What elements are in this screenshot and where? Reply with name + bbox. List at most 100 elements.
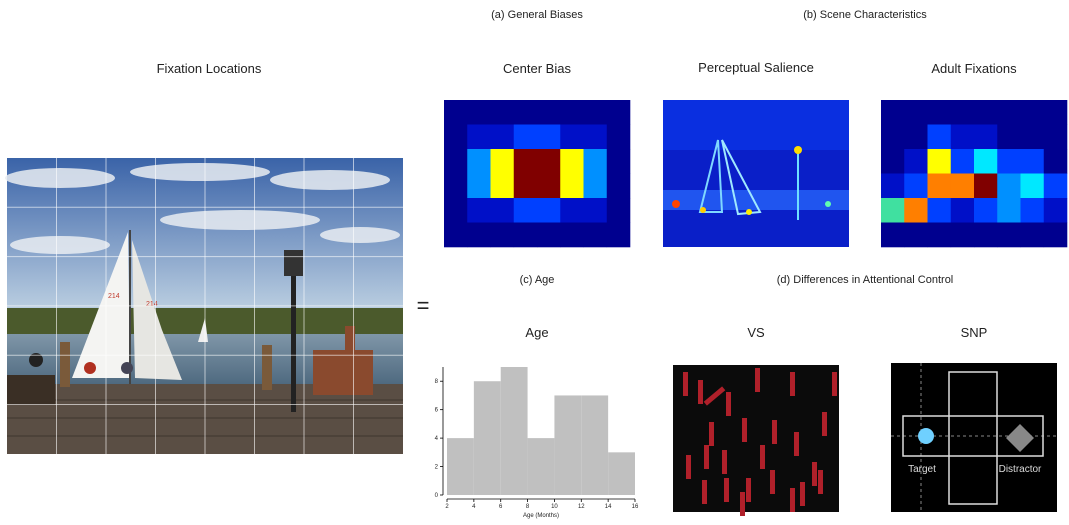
heatmap-cell — [904, 100, 928, 125]
heatmap-cell — [537, 149, 561, 174]
heatmap-cell — [444, 223, 468, 248]
heatmap-cell — [537, 198, 561, 223]
panel-title: Center Bias — [503, 61, 571, 76]
heatmap-cell — [904, 174, 928, 199]
heatmap-cell — [928, 198, 952, 223]
adult-fixation-map — [881, 100, 1067, 247]
search-item — [790, 488, 795, 512]
heatmap-cell — [467, 149, 491, 174]
heatmap-cell — [1044, 223, 1068, 248]
heatmap-cell — [560, 223, 584, 248]
heatmap-cell — [997, 174, 1021, 199]
search-item — [832, 372, 837, 396]
heatmap-cell — [607, 125, 631, 150]
search-item — [790, 372, 795, 396]
heatmap-cell — [560, 149, 584, 174]
panel-label: (d) Differences in Attentional Control — [777, 274, 954, 286]
heatmap-cell — [584, 100, 608, 125]
heatmap-cell — [1044, 125, 1068, 150]
x-tick-label: 10 — [551, 504, 558, 510]
x-tick-label: 2 — [445, 504, 449, 510]
heatmap-cell — [951, 223, 975, 248]
heatmap-cell — [997, 149, 1021, 174]
search-item — [822, 412, 827, 436]
heatmap-cell — [951, 100, 975, 125]
heatmap-cell — [514, 100, 538, 125]
heatmap-cell — [881, 125, 905, 150]
heatmap-cell — [560, 198, 584, 223]
heatmap-cell — [881, 174, 905, 199]
salience-map — [663, 100, 849, 247]
sail-label: 214 — [108, 293, 120, 300]
heatmap-cell — [467, 223, 491, 248]
heatmap-cell — [928, 125, 952, 150]
heatmap-cell — [928, 149, 952, 174]
heatmap-cell — [951, 125, 975, 150]
panel-title: Fixation Locations — [157, 61, 262, 76]
heatmap-cell — [997, 198, 1021, 223]
heatmap-cell — [537, 223, 561, 248]
heatmap-cell — [444, 149, 468, 174]
heatmap-cell — [537, 174, 561, 199]
histogram-bar — [447, 438, 474, 495]
heatmap-cell — [904, 125, 928, 150]
panel-label: (a) General Biases — [491, 9, 583, 21]
heatmap-cell — [584, 149, 608, 174]
heatmap-cell — [1021, 198, 1045, 223]
heatmap-cell — [997, 100, 1021, 125]
heatmap-cell — [584, 125, 608, 150]
panel-title: Perceptual Salience — [698, 60, 814, 75]
heatmap-cell — [1021, 174, 1045, 199]
heatmap-cell — [1044, 149, 1068, 174]
heatmap-cell — [514, 149, 538, 174]
search-item — [702, 480, 707, 504]
heatmap-cell — [1044, 174, 1068, 199]
search-item — [818, 470, 823, 494]
search-item — [772, 420, 777, 444]
heatmap-cell — [881, 198, 905, 223]
heatmap-cell — [584, 198, 608, 223]
heatmap-cell — [1021, 100, 1045, 125]
search-item — [742, 418, 747, 442]
y-tick-label: 2 — [435, 465, 439, 471]
heatmap-cell — [1021, 125, 1045, 150]
heatmap-cell — [1021, 223, 1045, 248]
heatmap-cell — [997, 223, 1021, 248]
heatmap-cell — [560, 174, 584, 199]
heatmap-cell — [491, 223, 515, 248]
heatmap-cell — [467, 174, 491, 199]
figure: (a) General Biases (b) Scene Characteris… — [0, 0, 1069, 520]
search-item — [794, 432, 799, 456]
center-bias-map — [444, 100, 630, 247]
heatmap-cell — [514, 223, 538, 248]
heatmap-cell — [491, 149, 515, 174]
snp-display: Target Distractor — [891, 363, 1057, 512]
search-item — [746, 478, 751, 502]
heatmap-cell — [951, 174, 975, 199]
heatmap-cell — [584, 223, 608, 248]
x-tick-label: 14 — [605, 504, 612, 510]
heatmap-cell — [881, 100, 905, 125]
heatmap-cell — [974, 223, 998, 248]
search-item — [686, 455, 691, 479]
search-item — [800, 482, 805, 506]
panel-label: (b) Scene Characteristics — [803, 9, 927, 21]
histogram-bar — [528, 438, 555, 495]
heatmap-cell — [491, 198, 515, 223]
panel-title: Adult Fixations — [931, 61, 1017, 76]
chart-title: Age — [525, 325, 548, 340]
search-item — [770, 470, 775, 494]
search-item — [698, 380, 703, 404]
search-item — [755, 368, 760, 392]
heatmap-cell — [904, 223, 928, 248]
histogram-bar — [474, 381, 501, 495]
heatmap-cell — [1021, 149, 1045, 174]
panel-label: (c) Age — [520, 274, 555, 286]
search-item — [709, 422, 714, 446]
heatmap-cell — [560, 100, 584, 125]
heatmap-cell — [974, 198, 998, 223]
search-item — [812, 462, 817, 486]
heatmap-cell — [560, 125, 584, 150]
heatmap-cell — [881, 149, 905, 174]
